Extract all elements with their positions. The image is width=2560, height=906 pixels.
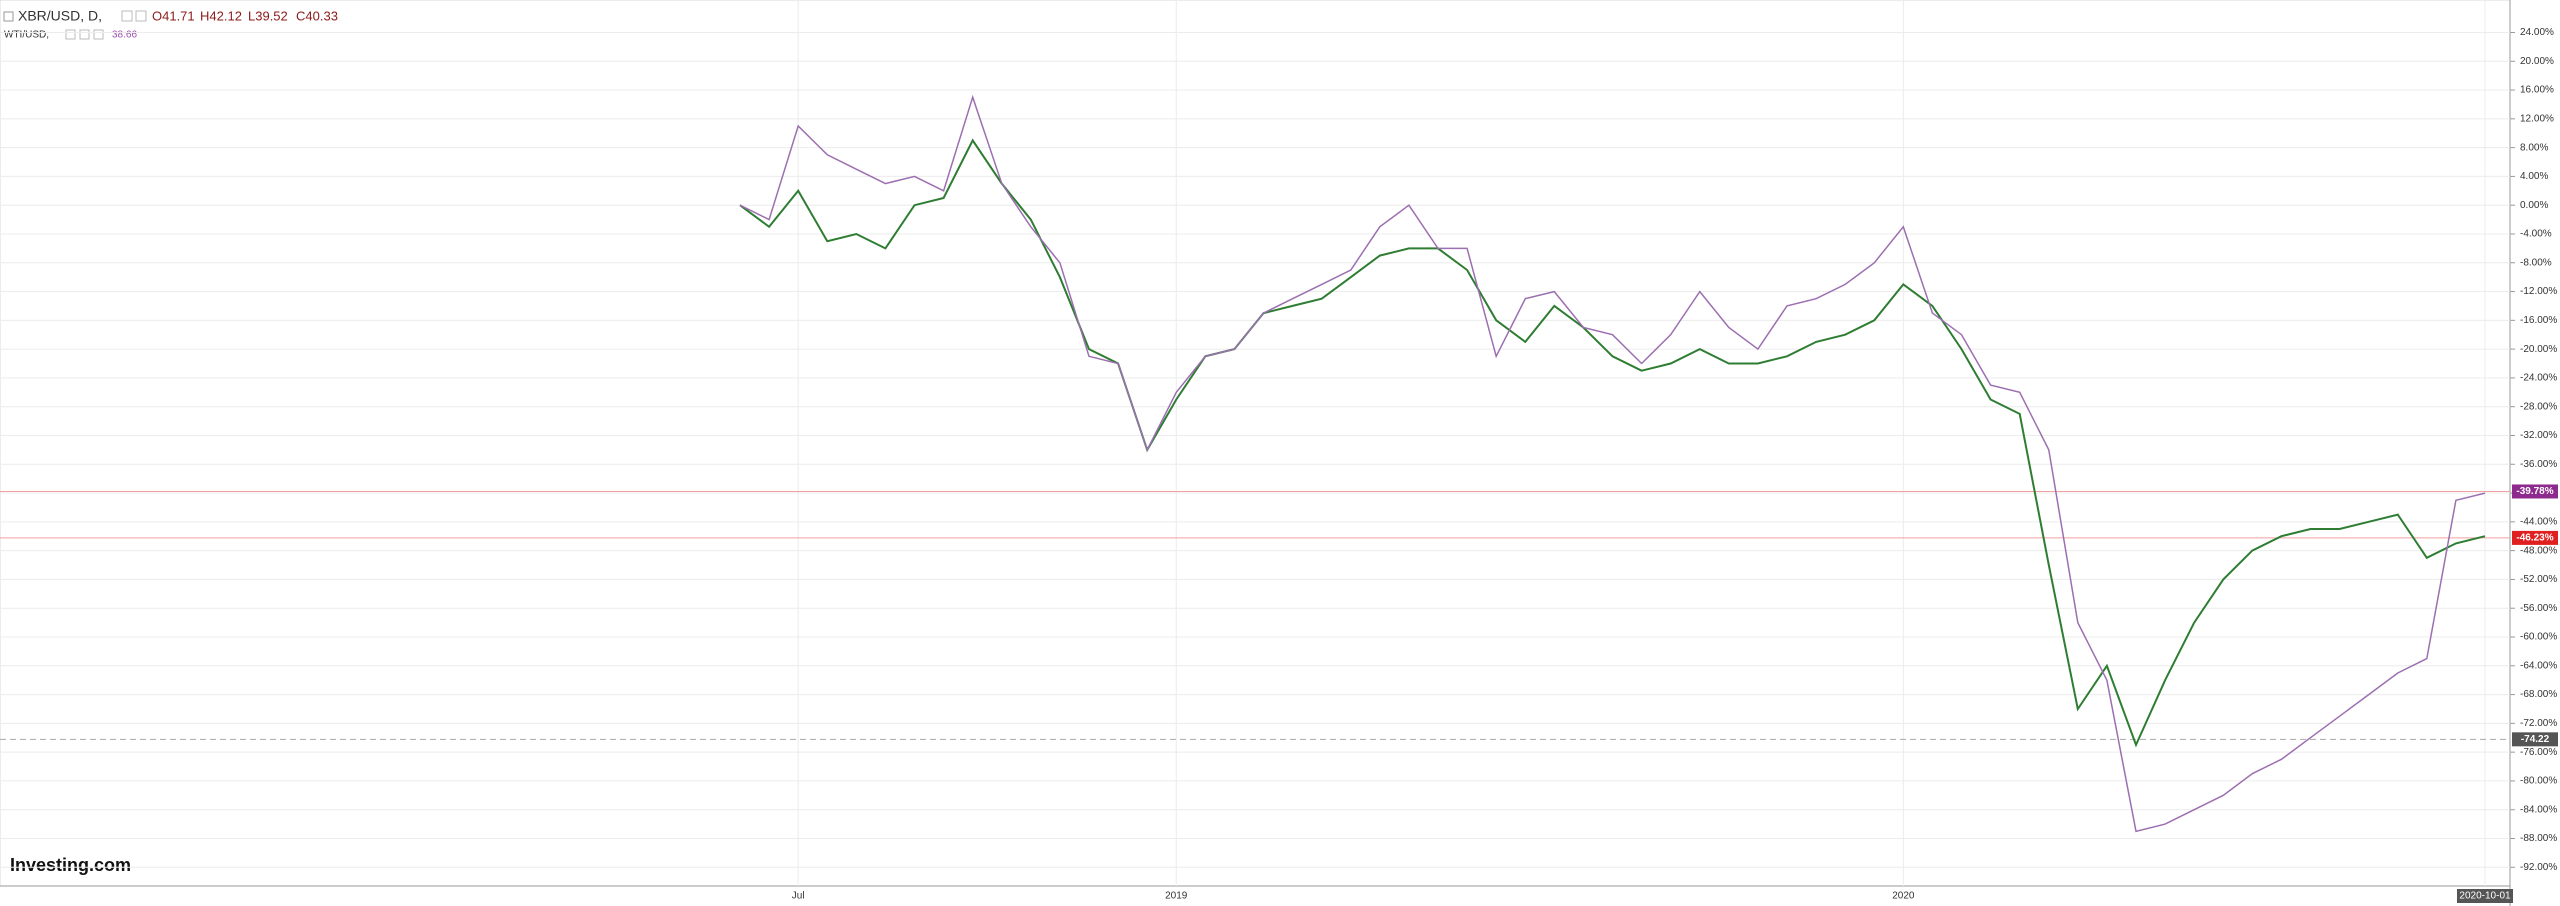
y-tick-label: 12.00% <box>2520 113 2554 124</box>
y-tick-label: -76.00% <box>2520 747 2557 758</box>
symbol2: WTI/USD, <box>4 30 49 41</box>
price-label-box <box>2512 530 2558 545</box>
y-tick-label: -4.00% <box>2520 229 2552 240</box>
price-label-box <box>2512 484 2558 499</box>
x-tick-label: 2019 <box>1165 891 1188 902</box>
x-tick-label: Jul <box>792 891 805 902</box>
y-tick-label: -12.00% <box>2520 286 2557 297</box>
close: C40.33 <box>296 8 338 23</box>
price-label: -74.22 <box>2521 734 2550 745</box>
y-tick-label: 4.00% <box>2520 171 2548 182</box>
y-tick-label: -44.00% <box>2520 516 2557 527</box>
price-label: -39.78% <box>2516 486 2553 497</box>
last2: 38.66 <box>112 30 137 41</box>
y-tick-label: -92.00% <box>2520 862 2557 873</box>
price-label-box <box>2512 732 2558 747</box>
y-tick-label: 0.00% <box>2520 200 2548 211</box>
series-line <box>739 138 2486 748</box>
y-tick-label: -36.00% <box>2520 459 2557 470</box>
y-tick-label: -88.00% <box>2520 833 2557 844</box>
y-tick-label: 24.00% <box>2520 27 2554 38</box>
y-tick-label: -60.00% <box>2520 632 2557 643</box>
y-tick-label: -80.00% <box>2520 776 2557 787</box>
y-tick-label: -16.00% <box>2520 315 2557 326</box>
y-tick-label: -24.00% <box>2520 373 2557 384</box>
y-tick-label: 16.00% <box>2520 85 2554 96</box>
y-tick-label: -68.00% <box>2520 689 2557 700</box>
settings-icon[interactable] <box>121 10 133 22</box>
collapse-icon[interactable] <box>3 11 14 22</box>
y-tick-label: -28.00% <box>2520 401 2557 412</box>
y-tick-label: -56.00% <box>2520 603 2557 614</box>
open: O41.71 <box>152 8 195 23</box>
settings-icon[interactable] <box>65 29 76 40</box>
y-tick-label: -20.00% <box>2520 344 2557 355</box>
x-tick-label: 2020 <box>1892 891 1915 902</box>
logo: Investing.com <box>10 855 131 875</box>
y-tick-label: -84.00% <box>2520 804 2557 815</box>
y-tick-label: 8.00% <box>2520 142 2548 153</box>
hide-icon[interactable] <box>79 29 90 40</box>
low: L39.52 <box>248 8 288 23</box>
x-tick-label: 2020-10-01 <box>2459 891 2511 902</box>
plot-frame <box>0 0 2511 887</box>
series-line <box>739 94 2486 833</box>
price-label: -46.23% <box>2516 533 2553 544</box>
high: H42.12 <box>200 8 242 23</box>
y-tick-label: -32.00% <box>2520 430 2557 441</box>
symbol: XBR/USD, D, <box>18 8 102 24</box>
y-tick-label: -52.00% <box>2520 574 2557 585</box>
y-tick-label: -48.00% <box>2520 545 2557 556</box>
close-icon[interactable] <box>93 29 104 40</box>
x-label-box <box>2457 889 2513 903</box>
y-tick-label: -64.00% <box>2520 660 2557 671</box>
close-icon[interactable] <box>135 10 147 22</box>
y-tick-label: -8.00% <box>2520 257 2552 268</box>
y-tick-label: 20.00% <box>2520 56 2554 67</box>
y-tick-label: -72.00% <box>2520 718 2557 729</box>
